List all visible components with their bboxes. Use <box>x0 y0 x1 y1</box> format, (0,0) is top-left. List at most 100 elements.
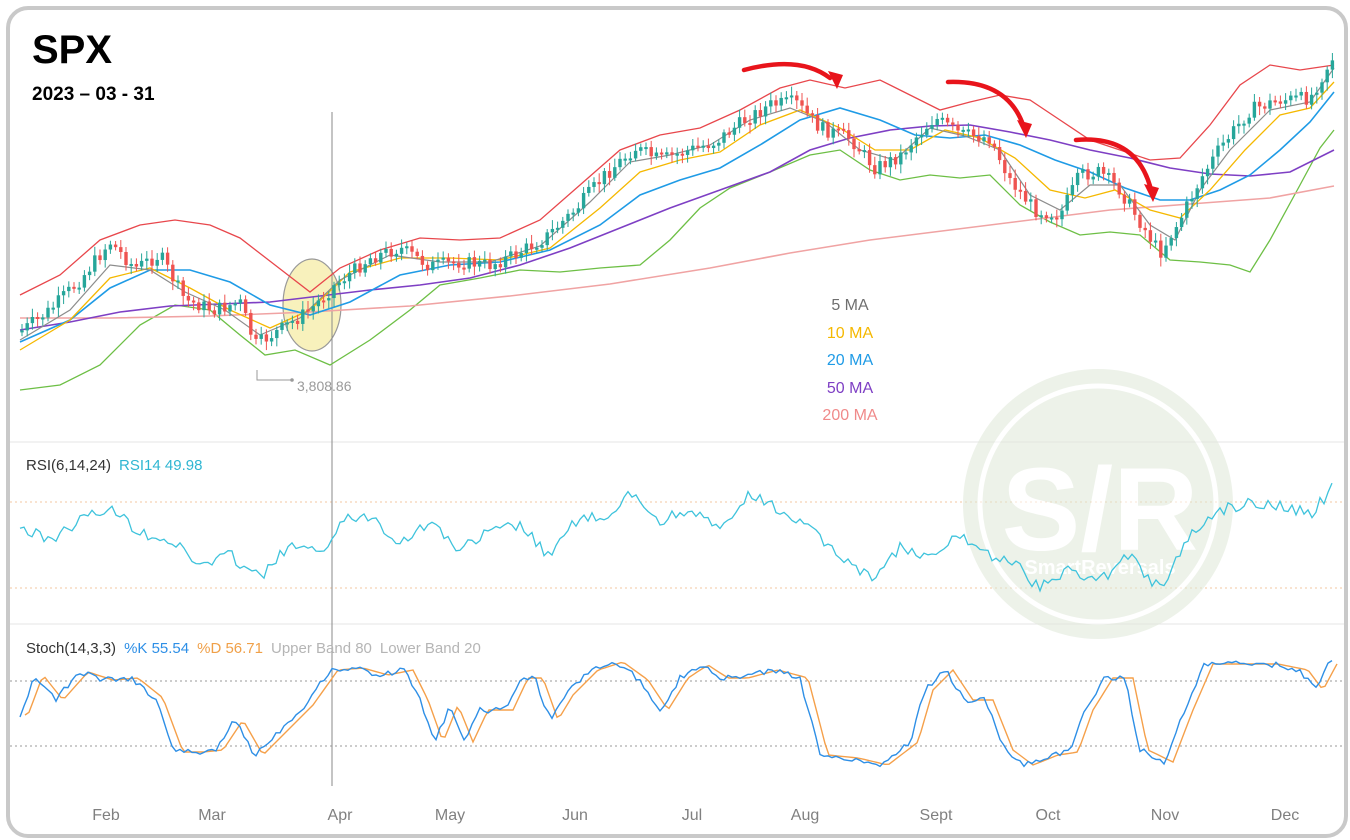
candle-body <box>691 145 695 151</box>
candle-body <box>633 150 638 159</box>
candle-body <box>1226 139 1231 143</box>
candle-body <box>1148 230 1153 242</box>
candle-body <box>1205 168 1210 177</box>
candle-body <box>337 282 341 286</box>
candle-body <box>618 158 622 168</box>
candle-body <box>1211 156 1215 169</box>
watermark-logo-text: S/R <box>1002 444 1199 576</box>
candle-body <box>1169 238 1173 246</box>
candle-body <box>327 298 331 301</box>
candle-body <box>87 271 92 276</box>
candle-body <box>436 259 440 262</box>
candle-body <box>774 100 778 106</box>
candle-body <box>784 97 789 100</box>
month-label-dec: Dec <box>1271 807 1299 824</box>
candle-body <box>197 302 201 311</box>
month-label-oct: Oct <box>1036 807 1061 824</box>
candle-body <box>966 129 971 132</box>
candle-body <box>171 264 175 282</box>
candle-body <box>1013 177 1017 190</box>
watermark: S/R SmartReversals <box>963 369 1233 639</box>
candle-body <box>581 192 586 209</box>
candle-body <box>862 150 867 153</box>
ma200-line <box>20 185 1335 319</box>
candle-body <box>826 122 830 138</box>
candle-body <box>165 252 170 265</box>
candle-body <box>576 208 581 213</box>
candle-body <box>1174 227 1179 239</box>
candle-body <box>67 286 71 292</box>
candle-body <box>831 128 835 138</box>
candle-body <box>779 97 783 106</box>
candle-body <box>670 152 674 155</box>
bollinger-lower-line <box>19 129 1335 391</box>
trend-arrow-2 <box>945 79 1025 125</box>
candle-body <box>160 252 165 260</box>
candle-body <box>1117 182 1121 195</box>
candle-body <box>821 122 825 131</box>
candle-body <box>566 213 570 221</box>
candle-body <box>529 243 534 250</box>
candle-body <box>1289 95 1293 101</box>
candle-body <box>925 128 929 135</box>
candle-body <box>592 182 596 187</box>
candle-body <box>1153 240 1158 243</box>
candle-body <box>696 145 700 148</box>
trend-arrow-head-3 <box>1144 184 1159 202</box>
candle-body <box>503 256 508 268</box>
trend-arrow-head-2 <box>1017 120 1032 138</box>
candle-body <box>555 227 560 230</box>
candle-body <box>384 248 388 253</box>
month-label-sept: Sept <box>920 807 953 824</box>
candle-body <box>1075 172 1080 186</box>
candle-body <box>269 338 274 342</box>
candle-body <box>1091 176 1095 180</box>
candle-body <box>665 152 669 155</box>
candle-body <box>1252 101 1257 118</box>
candle-body <box>1257 101 1262 107</box>
candle-body <box>129 263 133 266</box>
candle-body <box>1315 92 1319 95</box>
candle-body <box>425 264 430 271</box>
rsi-legend: RSI(6,14,24) RSI14 49.98 <box>26 457 210 474</box>
candle-body <box>795 95 799 101</box>
candle-body <box>217 302 222 315</box>
candle-body <box>446 257 451 262</box>
candle-body <box>1278 101 1283 104</box>
candle-body <box>602 171 607 185</box>
candle-body <box>295 320 300 324</box>
candle-body <box>1133 199 1137 215</box>
candle-body <box>685 150 690 155</box>
candle-body <box>488 259 492 270</box>
candle-body <box>873 165 877 175</box>
candle-body <box>1081 169 1085 173</box>
candle-body <box>867 150 872 166</box>
candle-body <box>1283 100 1288 104</box>
candle-body <box>1309 94 1314 105</box>
candle-body <box>758 110 763 117</box>
candle-body <box>639 147 643 151</box>
candle-body <box>727 132 731 135</box>
candle-body <box>176 280 180 283</box>
ma-legend: 5 MA 10 MA 20 MA 50 MA 200 MA <box>800 292 900 430</box>
month-label-jun: Jun <box>562 807 588 824</box>
candle-body <box>1122 194 1127 204</box>
candle-body <box>1200 176 1205 189</box>
candle-body <box>77 287 81 290</box>
candle-body <box>1060 210 1064 220</box>
candle-body <box>810 113 815 116</box>
candle-body <box>977 135 981 142</box>
candle-body <box>228 305 232 312</box>
candle-body <box>451 261 456 264</box>
candle-body <box>857 149 861 152</box>
candle-body <box>389 248 393 257</box>
candle-body <box>763 106 768 117</box>
ma-legend-20: 20 MA <box>826 352 874 369</box>
candle-body <box>815 114 820 131</box>
candle-body <box>904 152 908 155</box>
stoch-legend: Stoch(14,3,3) %K 55.54 %D 56.71 Upper Band … <box>26 640 489 657</box>
candle-body <box>1242 123 1246 126</box>
candle-body <box>410 246 414 252</box>
candle-body <box>628 158 633 161</box>
candle-body <box>1044 215 1049 219</box>
